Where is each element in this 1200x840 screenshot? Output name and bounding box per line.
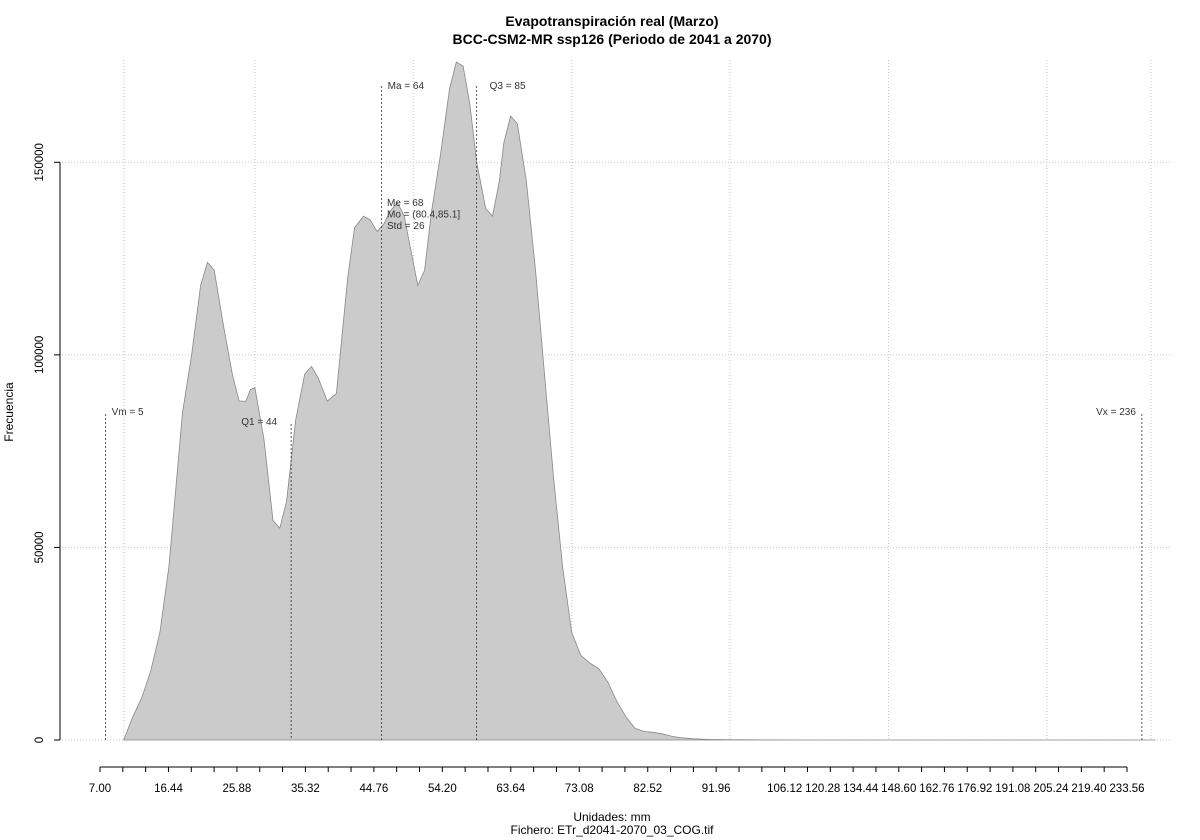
y-tick-label: 150000 xyxy=(34,143,46,181)
x-tick-label: 162.76 xyxy=(919,783,954,795)
frequency-area xyxy=(123,61,1156,741)
y-tick-label: 50000 xyxy=(34,531,46,563)
file-caption: Fichero: ETr_d2041-2070_03_COG.tif xyxy=(511,823,715,837)
vm-label: Vm = 5 xyxy=(112,407,144,418)
vx-label: Vx = 236 xyxy=(1096,407,1136,418)
chart-title: Evapotranspiración real (Marzo) xyxy=(505,13,718,29)
x-tick-label: 7.00 xyxy=(89,783,111,795)
ma-label: Ma = 64 xyxy=(388,81,425,92)
x-tick-label: 73.08 xyxy=(565,783,594,795)
stat-label: Std = 26 xyxy=(387,221,425,232)
stat-label: Mo = (80.4,85.1] xyxy=(387,210,460,221)
axes: 0 50000 100000 150000 7.00 16.44 25.88 35.32 44.… xyxy=(34,143,1145,795)
y-tick-label: 100000 xyxy=(34,336,46,374)
x-tick-label: 120.28 xyxy=(805,783,840,795)
stat-label: Me = 68 xyxy=(387,198,424,209)
x-tick-label: 44.76 xyxy=(359,783,388,795)
x-tick-label: 106.12 xyxy=(767,783,802,795)
annotations: Vm = 5 Q1 = 44 Ma = 64 Q3 = 85 Vx = 236 Me = … xyxy=(105,81,1143,740)
x-tick-label: 54.20 xyxy=(428,783,457,795)
y-axis-label: Frecuencia xyxy=(2,382,16,442)
x-axis-label: Unidades: mm xyxy=(573,810,650,824)
x-tick-label: 25.88 xyxy=(223,783,252,795)
y-tick-label: 0 xyxy=(34,737,46,743)
x-tick-label: 148.60 xyxy=(881,783,916,795)
x-tick-label: 205.24 xyxy=(1033,783,1069,795)
x-tick-label: 219.40 xyxy=(1071,783,1106,795)
x-tick-label: 191.08 xyxy=(995,783,1030,795)
x-tick-label: 134.44 xyxy=(843,783,879,795)
x-tick-label: 91.96 xyxy=(702,783,731,795)
x-tick-label: 63.64 xyxy=(496,783,525,795)
x-tick-label: 233.56 xyxy=(1109,783,1144,795)
x-tick-label: 16.44 xyxy=(154,783,183,795)
x-tick-label: 176.92 xyxy=(957,783,992,795)
chart-subtitle: BCC-CSM2-MR ssp126 (Periodo de 2041 a 20… xyxy=(453,31,772,47)
q1-label: Q1 = 44 xyxy=(241,417,277,428)
q3-label: Q3 = 85 xyxy=(490,81,526,92)
x-tick-label: 82.52 xyxy=(633,783,662,795)
x-tick-label: 35.32 xyxy=(291,783,320,795)
